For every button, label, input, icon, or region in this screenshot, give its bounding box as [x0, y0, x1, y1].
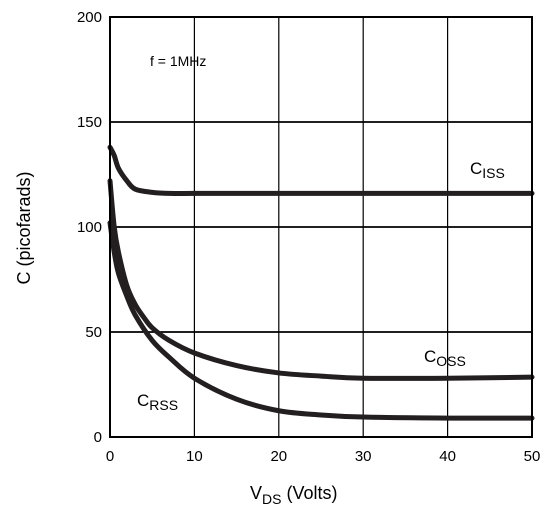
y-axis-label: C (picofarads)	[14, 171, 34, 284]
y-tick-label: 50	[85, 324, 102, 341]
x-axis-label: VDS (Volts)	[250, 483, 337, 507]
x-tick-label: 0	[106, 448, 114, 465]
series-label-crss: CRSS	[137, 391, 178, 413]
series-curves	[107, 144, 535, 421]
plot-frame	[109, 16, 533, 438]
series-line-coss	[107, 178, 535, 381]
x-tick-label: 20	[270, 448, 287, 465]
y-tick-label: 150	[77, 114, 102, 131]
series-line-crss	[107, 220, 535, 421]
grid	[110, 17, 532, 437]
y-tick-label: 0	[94, 429, 102, 446]
x-tick-label: 10	[186, 448, 203, 465]
frequency-annotation: f = 1MHz	[150, 53, 206, 69]
series-line-ciss	[107, 144, 535, 196]
tick-labels: 0 10 20 30 40 50 0 50 100 150 200	[77, 9, 540, 465]
series-label-coss: COSS	[424, 347, 466, 369]
x-tick-label: 40	[439, 448, 456, 465]
x-tick-label: 50	[524, 448, 541, 465]
y-tick-label: 200	[77, 9, 102, 26]
x-tick-label: 30	[355, 448, 372, 465]
series-label-ciss: CISS	[470, 159, 505, 181]
y-tick-label: 100	[77, 219, 102, 236]
